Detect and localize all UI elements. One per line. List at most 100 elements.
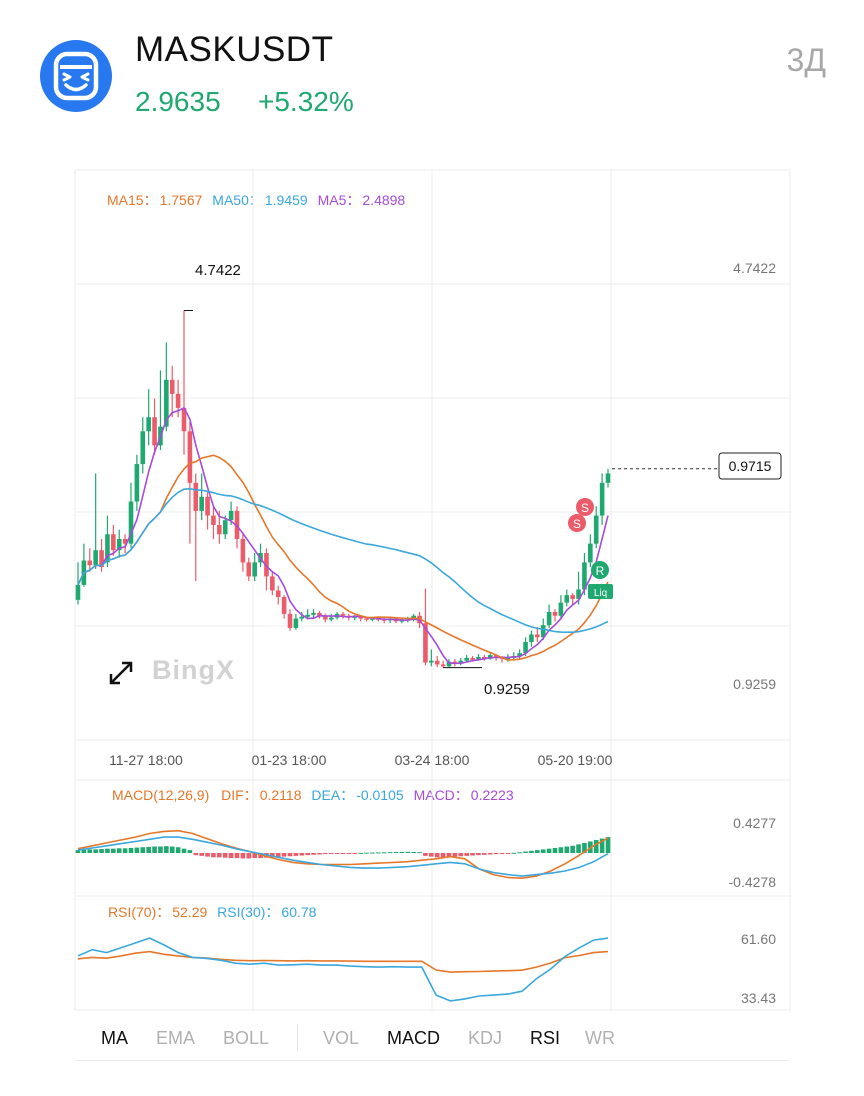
- macd-histogram-bar: [511, 852, 517, 854]
- candle-body: [346, 615, 352, 618]
- rsi-y-label-bottom: 33.43: [741, 990, 776, 1006]
- candle-body: [370, 618, 375, 620]
- tab-vol[interactable]: VOL: [323, 1028, 360, 1048]
- macd-histogram-bar: [487, 853, 493, 855]
- macd-histogram-bar: [311, 853, 316, 855]
- macd-histogram-bar: [546, 848, 552, 853]
- candle-body: [399, 620, 405, 622]
- candle-body: [152, 417, 157, 446]
- candle-body: [217, 524, 222, 535]
- candle-body: [511, 656, 517, 658]
- candle-body: [287, 613, 293, 628]
- macd-histogram-bar: [593, 840, 599, 853]
- macd-histogram-bar: [105, 848, 110, 853]
- macd-histogram-bar: [305, 853, 310, 856]
- signal-marker-s[interactable]: S: [576, 498, 594, 516]
- signal-marker-r[interactable]: R: [591, 561, 609, 579]
- candle-body: [317, 612, 322, 616]
- mask-logo-icon: [40, 40, 112, 112]
- tab-kdj[interactable]: KDJ: [468, 1028, 503, 1048]
- x-tick-label: 05-20 19:00: [538, 752, 613, 768]
- candle-body: [328, 617, 334, 620]
- tab-rsi[interactable]: RSI: [530, 1028, 561, 1048]
- candlestick-series: [75, 310, 611, 668]
- macd-histogram-bar: [228, 853, 234, 859]
- candle-body: [535, 634, 540, 638]
- tab-boll[interactable]: BOLL: [223, 1028, 270, 1048]
- signal-marker-s[interactable]: S: [568, 514, 586, 532]
- macd-histogram-bar: [570, 845, 575, 853]
- candle-body: [293, 618, 299, 628]
- candle-body: [169, 379, 175, 394]
- rsi-y-label-top: 61.60: [741, 931, 776, 947]
- ma-line-ma50: [77, 487, 609, 634]
- liquidation-marker[interactable]: Liq: [588, 584, 613, 599]
- macd-histogram-bar: [87, 849, 93, 853]
- macd-histogram-bar: [293, 853, 299, 856]
- price-change-percent: +5.32%: [258, 86, 354, 117]
- candle-body: [405, 619, 411, 621]
- macd-histogram-bar: [287, 853, 293, 857]
- tab-ema[interactable]: EMA: [156, 1028, 196, 1048]
- ma50-legend-value: 1.9459: [264, 192, 308, 208]
- candle-body: [205, 496, 210, 516]
- macd-histogram-bar: [376, 852, 381, 854]
- last-price-tag-label: 0.9715: [729, 458, 772, 474]
- candle-body: [434, 660, 440, 665]
- ma-legend: MA15： 1.7567 MA50： 1.9459 MA5： 2.4898: [107, 190, 407, 210]
- macd-histogram-bar: [158, 846, 163, 853]
- macd-histogram-bar: [458, 853, 464, 857]
- macd-histogram-bar: [258, 853, 263, 859]
- macd-histogram-bar: [399, 851, 405, 853]
- max-price-label: 4.7422: [195, 262, 241, 279]
- x-tick-label: 11-27 18:00: [109, 752, 183, 768]
- rsi-panel: [77, 937, 609, 1002]
- macd-histogram-bar: [340, 853, 346, 854]
- expand-arrows-icon[interactable]: [108, 660, 134, 691]
- candle-body: [87, 560, 93, 566]
- rsi-line-rsi30: [77, 937, 609, 1002]
- ma-line-ma5: [77, 406, 609, 665]
- macd-histogram-bar: [264, 853, 269, 858]
- tab-divider: [297, 1024, 298, 1050]
- macd-histogram-bar: [346, 853, 352, 854]
- tab-wr[interactable]: WR: [585, 1028, 615, 1048]
- macd-histogram-bar: [116, 848, 122, 853]
- macd-histogram-bar: [93, 849, 98, 853]
- period-selector[interactable]: 3Д: [786, 42, 826, 78]
- macd-histogram-bar: [164, 846, 169, 853]
- macd-histogram-bar: [140, 847, 146, 853]
- candle-body: [582, 562, 587, 590]
- candle-body: [175, 393, 181, 408]
- candle-body: [499, 656, 505, 659]
- candle-body: [529, 634, 534, 642]
- ma5-legend-value: 2.4898: [362, 192, 406, 208]
- candle-body: [505, 657, 511, 660]
- macd-histogram-bar: [387, 852, 393, 854]
- dif-legend-label: DIF：: [221, 787, 258, 803]
- macd-histogram-bar: [605, 837, 611, 853]
- x-tick-label: 03-24 18:00: [395, 752, 470, 768]
- candle-body: [417, 615, 422, 624]
- macd-histogram-bar: [405, 851, 411, 853]
- macd-histogram-bar: [187, 850, 193, 853]
- ma15-legend-label: MA15：: [107, 192, 158, 208]
- macd-histogram-bar: [364, 852, 369, 854]
- tab-macd[interactable]: MACD: [387, 1028, 440, 1048]
- candle-body: [588, 543, 593, 563]
- y-axis-label-top: 4.7422: [733, 260, 776, 276]
- macd-histogram-bar: [317, 853, 322, 855]
- candle-body: [487, 655, 493, 659]
- tab-ma[interactable]: MA: [101, 1028, 128, 1048]
- macd-histogram-bar: [440, 853, 446, 858]
- candle-body: [116, 538, 122, 551]
- macd-histogram-bar: [99, 849, 104, 853]
- macd-histogram-bar: [552, 847, 558, 853]
- candle-body: [423, 623, 428, 663]
- candle-body: [75, 584, 81, 600]
- macd-panel: [75, 829, 611, 880]
- candle-body: [411, 615, 416, 620]
- candle-body: [364, 618, 369, 620]
- macd-y-label-bottom: -0.4278: [729, 874, 777, 890]
